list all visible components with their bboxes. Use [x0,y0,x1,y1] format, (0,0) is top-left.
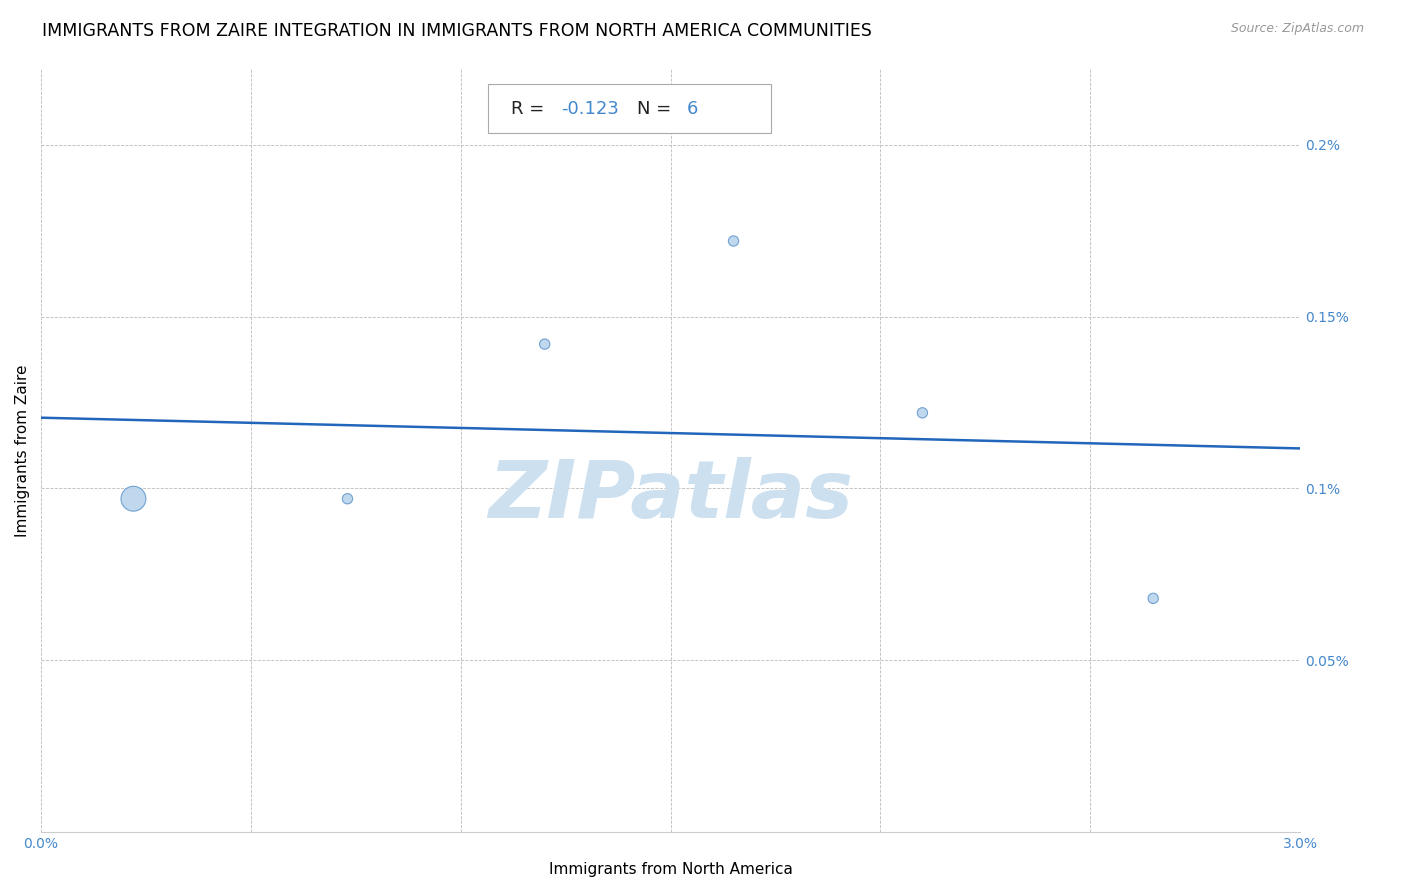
Point [911,406,934,420]
Text: R =: R = [510,100,550,118]
Text: IMMIGRANTS FROM ZAIRE INTEGRATION IN IMMIGRANTS FROM NORTH AMERICA COMMUNITIES: IMMIGRANTS FROM ZAIRE INTEGRATION IN IMM… [42,22,872,40]
Point [336,491,359,506]
Text: 6: 6 [688,100,699,118]
Text: ZIPatlas: ZIPatlas [488,457,853,535]
Point [122,491,145,506]
Point [533,337,555,351]
Text: -0.123: -0.123 [561,100,619,118]
X-axis label: Immigrants from North America: Immigrants from North America [548,862,793,877]
FancyBboxPatch shape [488,84,772,134]
Text: Source: ZipAtlas.com: Source: ZipAtlas.com [1230,22,1364,36]
Y-axis label: Immigrants from Zaire: Immigrants from Zaire [15,364,30,536]
Point [1142,591,1164,606]
Text: N =: N = [637,100,676,118]
Point [723,234,745,248]
